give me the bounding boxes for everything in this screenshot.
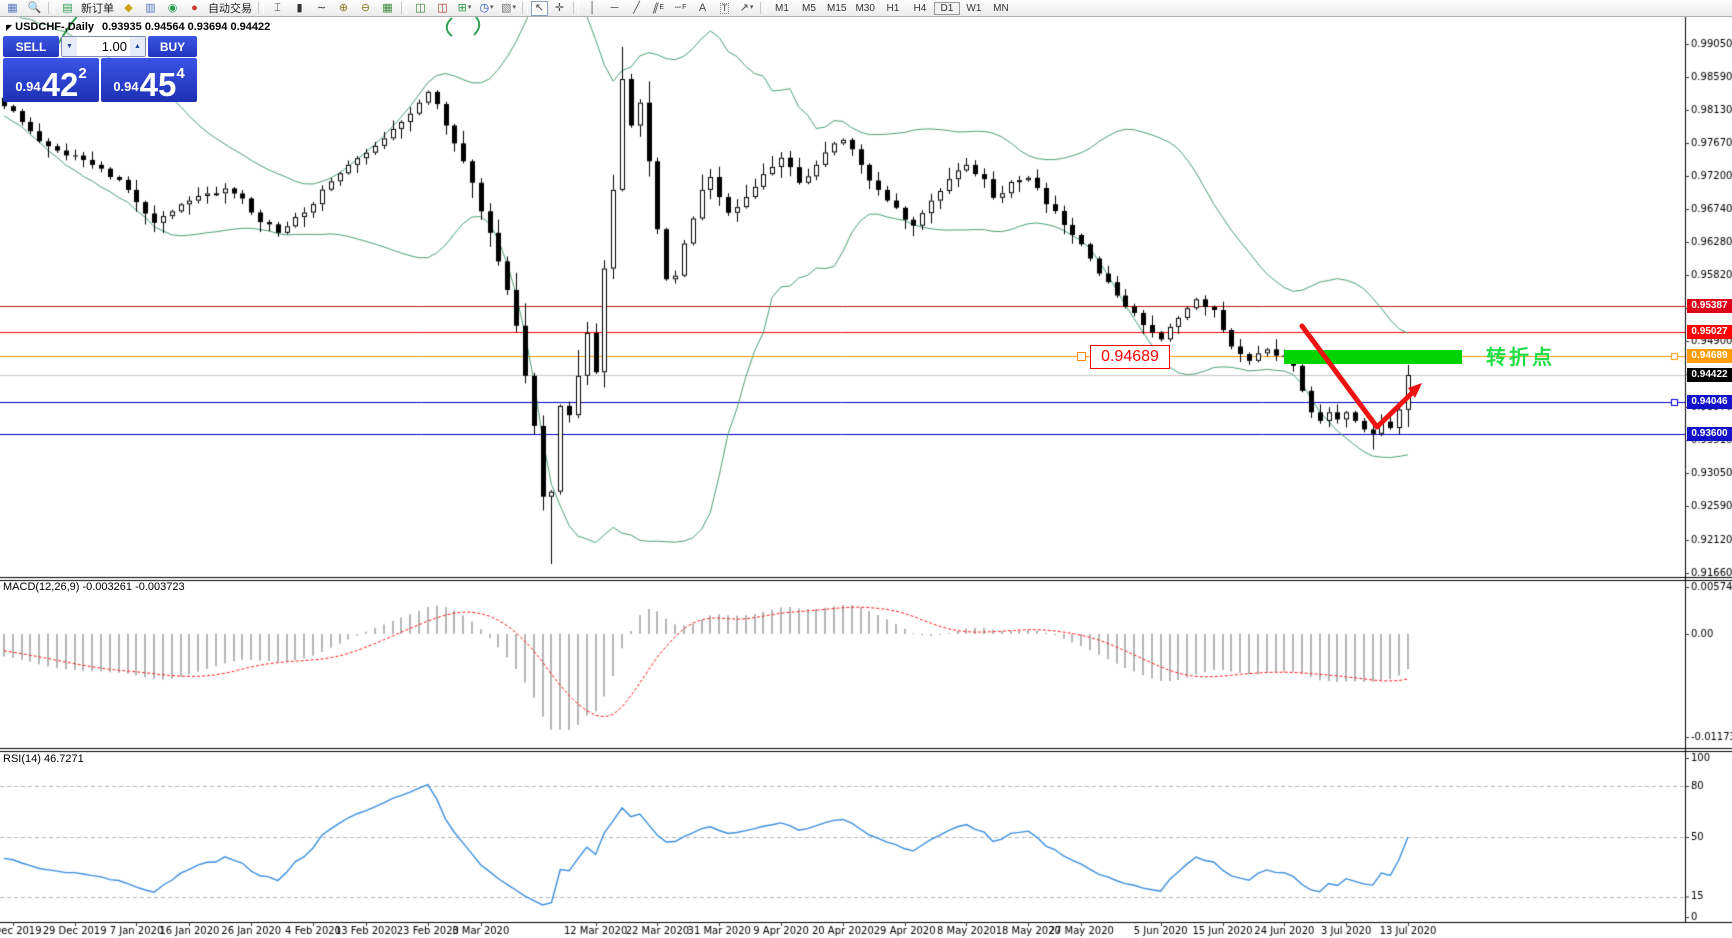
volume-decrease-button[interactable]: ▼ — [62, 37, 77, 56]
line-chart-icon[interactable]: ∼ — [316, 2, 327, 14]
toolbar-separator — [48, 2, 54, 14]
price-badge-0.95387: 0.95387 — [1687, 299, 1732, 313]
chart-title: ◤ USDCHF-,Daily 0.93935 0.94564 0.93694 0.… — [6, 21, 270, 33]
new-order-button[interactable]: ▤ — [62, 2, 73, 14]
template-icon[interactable]: ▧ ▾ — [501, 2, 516, 14]
toolbar-separator — [573, 2, 579, 14]
sell-price-big: 42 — [41, 65, 79, 103]
fibonacci-icon[interactable]: ┄ F — [674, 2, 687, 14]
delete-indicator-icon[interactable]: ◫ — [437, 2, 448, 14]
sell-price-tile[interactable]: 0.94 42 2 — [3, 58, 99, 102]
volume-box: ▼ ▲ — [61, 36, 146, 57]
ohlc-bars-icon[interactable]: ⌶ — [274, 2, 281, 14]
buy-price-prefix: 0.94 — [113, 79, 139, 94]
toolbar-separator — [760, 2, 766, 14]
hline-handle[interactable] — [1077, 352, 1086, 361]
rsi-indicator-label: RSI(14) 46.7271 — [3, 753, 84, 765]
trendline-icon[interactable]: ╱ — [633, 2, 640, 14]
timeframe-H1[interactable]: H1 — [886, 2, 900, 14]
symbol-timeframe-label: USDCHF-,Daily — [15, 21, 94, 33]
period-icon[interactable]: ◷ ▾ — [479, 2, 494, 14]
tile-windows-icon[interactable]: ▦ — [382, 2, 393, 14]
buy-price-big: 45 — [139, 65, 177, 103]
text-icon[interactable]: A — [698, 2, 707, 14]
autotrading-button-label[interactable]: 自动交易 — [208, 3, 252, 15]
volume-input[interactable] — [77, 37, 130, 56]
timeframe-W1[interactable]: W1 — [966, 2, 982, 14]
timeframe-MN[interactable]: MN — [993, 2, 1009, 14]
indicator-window-icon[interactable]: ◫ — [415, 2, 426, 14]
sell-price-pip: 2 — [78, 65, 87, 82]
add-indicator-icon[interactable]: ⊞ ▾ — [457, 2, 472, 14]
equidistant-channel-icon[interactable]: ∥ E — [650, 2, 665, 14]
crosshair-icon[interactable]: ✛ — [554, 2, 565, 14]
price-badge-0.94046: 0.94046 — [1687, 395, 1732, 409]
chart-window-icon[interactable]: ▦ — [7, 2, 18, 14]
arrows-icon[interactable]: ↗ ▾ — [739, 2, 754, 14]
timeframe-H4[interactable]: H4 — [913, 2, 927, 14]
timeframe-M15[interactable]: M15 — [827, 2, 847, 14]
zoom-out-icon[interactable]: ⊖ — [360, 2, 371, 14]
autotrading-button[interactable]: ● — [191, 2, 198, 14]
buy-button[interactable]: BUY — [148, 36, 197, 57]
zoom-in-icon[interactable]: ⊕ — [338, 2, 349, 14]
new-order-button-label[interactable]: 新订单 — [81, 3, 114, 15]
toolbar: ▦ 🔍 ▤ 新订单 ◆ ▥ ◉ ● 自动交易 ⌶ ▮ ∼ ⊕ ⊖ ▦ ◫ ◫ ⊞ ▾ ◷ ▾ ▧ ▾ ↖ ✛ │ ─ ╱ ∥ E ┄ F A T ↗… — [0, 0, 1732, 17]
navigator-icon[interactable]: ▥ — [145, 2, 156, 14]
candlestick-icon[interactable]: ▮ — [296, 2, 303, 14]
macd-indicator-label: MACD(12,26,9) -0.003261 -0.003723 — [3, 581, 185, 593]
sell-price-prefix: 0.94 — [15, 79, 41, 94]
cursor-icon[interactable]: ↖ — [531, 0, 548, 16]
buy-price-pip: 4 — [176, 65, 185, 82]
timeframe-D1[interactable]: D1 — [933, 1, 960, 15]
volume-increase-button[interactable]: ▲ — [130, 37, 145, 56]
signal-icon[interactable]: ◉ — [167, 2, 178, 14]
timeframe-M1[interactable]: M1 — [775, 2, 789, 14]
price-badge-0.95027: 0.95027 — [1687, 325, 1732, 339]
data-window-icon[interactable]: 🔍 — [27, 2, 42, 14]
toolbar-separator — [401, 2, 407, 14]
price-level-label[interactable]: 0.94689 — [1090, 345, 1170, 369]
buy-price-tile[interactable]: 0.94 45 4 — [101, 58, 197, 102]
vertical-line-icon[interactable]: │ — [589, 2, 596, 14]
ohlc-values: 0.93935 0.94564 0.93694 0.94422 — [102, 21, 271, 33]
price-badge-0.94422: 0.94422 — [1687, 368, 1732, 382]
timeframe-M30[interactable]: M30 — [855, 2, 875, 14]
horizontal-line-icon[interactable]: ─ — [610, 2, 619, 14]
sell-button[interactable]: SELL — [3, 36, 59, 57]
symbol-marker-icon: ◤ — [6, 23, 13, 32]
turning-point-text[interactable]: 转折点 — [1486, 347, 1555, 369]
resistance-zone-rectangle[interactable] — [1284, 350, 1462, 364]
timeframe-M5[interactable]: M5 — [802, 2, 816, 14]
toolbar-separator — [522, 2, 528, 14]
toolbar-separator — [258, 2, 264, 14]
price-badge-0.93600: 0.93600 — [1687, 427, 1732, 441]
indicator-list-icon[interactable]: ◆ — [124, 2, 133, 14]
price-badge-0.94689: 0.94689 — [1687, 349, 1732, 363]
one-click-trade-panel: SELL ▼ ▲ BUY 0.94 42 2 0.94 45 4 — [3, 36, 197, 102]
text-label-icon[interactable]: T — [719, 2, 730, 14]
